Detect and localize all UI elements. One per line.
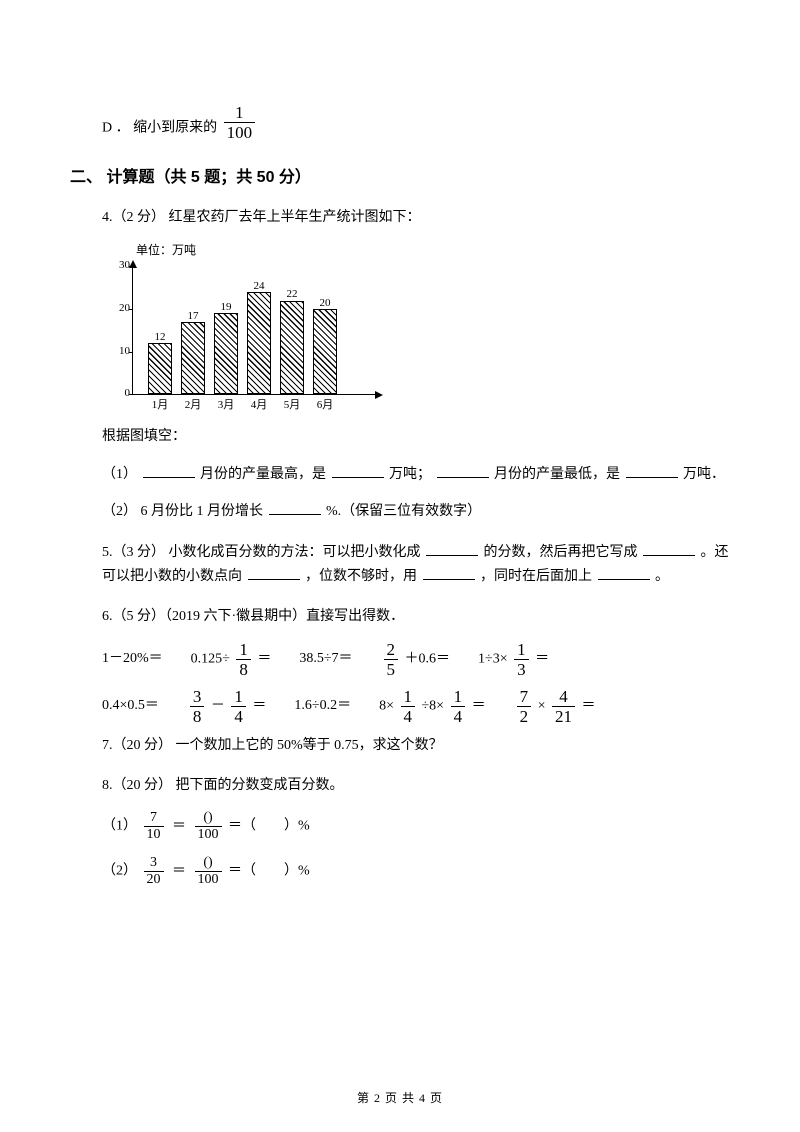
fraction: 18 [236,641,251,678]
blank[interactable] [269,500,321,515]
bar-value-label: 24 [254,278,265,296]
fraction: 38 [190,688,205,725]
y-tick-label: 10 [102,343,130,361]
bar-value-label: 12 [155,329,166,347]
equation-cell: 38 － 14 ＝ [187,688,267,725]
y-tick [129,352,133,353]
bar-value-label: 19 [221,299,232,317]
q8-stem: 8.（20 分） 把下面的分数变成百分数。 [70,775,730,797]
y-tick [129,394,133,395]
equation-cell: 25 ＋0.6＝ [381,641,451,678]
y-tick [129,309,133,310]
x-category-label: 3月 [218,397,235,415]
q4-stem: 4.（2 分） 红星农药厂去年上半年生产统计图如下： [70,207,730,229]
fraction: () 100 [195,856,222,887]
y-tick [129,266,133,267]
option-d: D ． 缩小到原来的 1 100 [70,110,730,147]
bar-chart: 0102030121月172月193月244月225月206月 [102,262,392,412]
equation-cell: 8× 14 ÷8× 14 ＝ [379,688,486,725]
bar [214,313,238,394]
bar-value-label: 17 [188,308,199,326]
bar [313,309,337,394]
x-axis [132,394,377,395]
blank[interactable] [626,463,678,478]
q4-chart: 单位：万吨 0 10 20 30 12 1月 17 2月 19 3月 24 4月 22 5月 20 6月 [102,241,730,412]
fraction-1-100: 1 100 [224,104,256,141]
bar [247,292,271,394]
fraction: 14 [231,688,246,725]
option-d-text: 缩小到原来的 [133,121,217,136]
x-axis-arrow [375,391,383,399]
equation-cell: 1－20%＝ [102,648,163,670]
equation-cell: 0.125÷ 18 ＝ [191,641,272,678]
q6-row2: 0.4×0.5＝ 38 － 14 ＝ 1.6÷0.2＝ 8× 14 ÷8× 14 ＝ 7… [102,688,730,725]
fraction: 25 [384,641,399,678]
y-tick-label: 0 [102,385,130,403]
section-2-title: 二、 计算题（共 5 题；共 50 分） [70,165,730,191]
equation-cell: 1÷3× 13 ＝ [478,641,549,678]
bar [280,301,304,395]
blank[interactable] [143,463,195,478]
bar-value-label: 20 [320,295,331,313]
equation-cell: 72 × 421 ＝ [514,688,596,725]
equation-cell: 0.4×0.5＝ [102,695,159,717]
fraction: 3 20 [144,856,164,887]
equation-cell: 1.6÷0.2＝ [294,695,351,717]
bar [148,343,172,394]
page-footer: 第 2 页 共 4 页 [0,1089,800,1108]
option-d-label: D ． [102,121,130,136]
q6-row1: 1－20%＝ 0.125÷ 18 ＝ 38.5÷7＝ 25 ＋0.6＝ 1÷3× 13 … [102,641,730,678]
fraction: 13 [514,641,529,678]
fraction: 14 [401,688,416,725]
q8-item2: （2） 3 20 ＝ () 100 ＝（ ）% [70,856,730,887]
q4-after-chart: 根据图填空： [70,426,730,448]
blank[interactable] [598,565,650,580]
fraction: () 100 [195,811,222,842]
blank[interactable] [423,565,475,580]
chart-unit-label: 单位：万吨 [136,241,730,260]
blank[interactable] [426,541,478,556]
x-category-label: 5月 [284,397,301,415]
q4-sub1: （1） 月份的产量最高，是 万吨； 月份的产量最低，是 万吨． [70,463,730,486]
bar-value-label: 22 [287,286,298,304]
fraction: 14 [451,688,466,725]
q5: 5.（3 分） 小数化成百分数的方法：可以把小数化成 的分数，然后再把它写成 。… [70,541,730,588]
y-tick-label: 20 [102,300,130,318]
x-category-label: 6月 [317,397,334,415]
fraction: 7 10 [144,811,164,842]
q8-item1: （1） 7 10 ＝ () 100 ＝（ ）% [70,811,730,842]
blank[interactable] [437,463,489,478]
fraction: 421 [552,688,575,725]
x-category-label: 1月 [152,397,169,415]
bar [181,322,205,394]
blank[interactable] [643,541,695,556]
fraction: 72 [517,688,532,725]
q7-stem: 7.（20 分） 一个数加上它的 50%等于 0.75，求这个数？ [70,735,730,757]
blank[interactable] [248,565,300,580]
y-tick-label: 30 [102,258,130,276]
q4-sub2: （2） 6 月份比 1 月份增长 %.（保留三位有效数字） [70,500,730,523]
x-category-label: 4月 [251,397,268,415]
y-axis [132,262,133,394]
equation-cell: 38.5÷7＝ [299,648,352,670]
q6-stem: 6.（5 分）（2019 六下·徽县期中）直接写出得数． [70,606,730,628]
blank[interactable] [332,463,384,478]
x-category-label: 2月 [185,397,202,415]
